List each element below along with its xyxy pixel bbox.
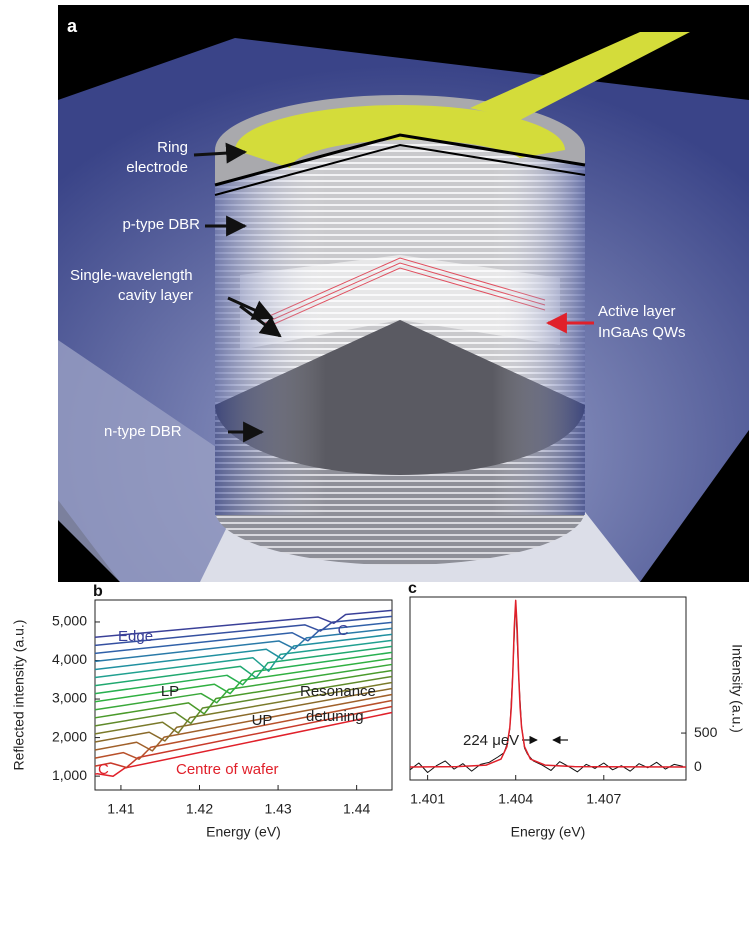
y-tick-label: 2,000 [52, 728, 87, 744]
x-tick-label: 1.43 [264, 801, 291, 817]
y-tick-label: 500 [694, 724, 718, 740]
annotation: Active layer [598, 303, 676, 320]
x-axis-label: Energy (eV) [511, 824, 586, 840]
annotation: Single-wavelength [70, 267, 193, 284]
annotation: Ring [157, 139, 188, 156]
series-line [410, 602, 683, 773]
figure: a Ring electrode p-type DBR Single-wavel… [0, 0, 749, 946]
annotation: LP [161, 683, 179, 700]
annotation: n-type DBR [104, 423, 182, 440]
annotation: UP [252, 712, 273, 729]
annotation: p-type DBR [122, 216, 200, 233]
x-tick-label: 1.41 [107, 801, 134, 817]
y-tick-label: 5,000 [52, 613, 87, 629]
x-tick-label: 1.401 [410, 791, 445, 807]
x-tick-label: 1.42 [186, 801, 213, 817]
x-tick-label: 1.407 [586, 791, 621, 807]
annotation: C [98, 761, 109, 778]
y-tick-label: 0 [694, 758, 702, 774]
panel-a: a Ring electrode p-type DBR Single-wavel… [58, 5, 749, 582]
y-tick-label: 1,000 [52, 767, 87, 783]
y-axis-label: Reflected intensity (a.u.) [11, 620, 27, 771]
y-axis-label: Intensity (a.u.) [729, 644, 745, 733]
annotation: Edge [118, 628, 153, 645]
plot-frame [410, 597, 686, 780]
y-tick-label: 4,000 [52, 651, 87, 667]
annotation: 224 μeV [463, 732, 519, 749]
panel-label: a [67, 16, 78, 36]
annotation: electrode [126, 159, 188, 176]
series-line [410, 600, 686, 767]
annotation: InGaAs QWs [598, 324, 686, 341]
annotation: Centre of wafer [176, 761, 279, 778]
x-tick-label: 1.44 [343, 801, 370, 817]
panel-label: c [408, 580, 417, 597]
panel-label: b [93, 583, 103, 600]
x-axis-label: Energy (eV) [206, 824, 281, 840]
annotation: detuning [306, 708, 364, 725]
annotation: C [338, 622, 349, 639]
annotation: Resonance [300, 683, 376, 700]
y-tick-label: 3,000 [52, 690, 87, 706]
shading [215, 150, 585, 515]
annotation: cavity layer [118, 287, 193, 304]
x-tick-label: 1.404 [498, 791, 533, 807]
